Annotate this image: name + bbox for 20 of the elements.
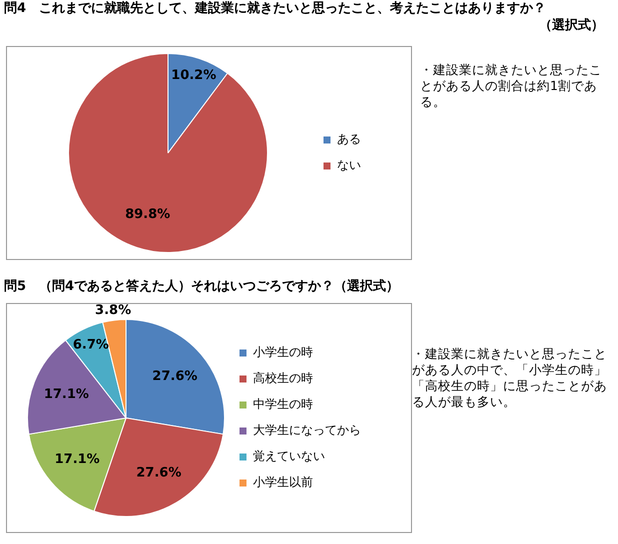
- legend-label: 小学生の時: [253, 345, 313, 360]
- text: ・建設業に就きたいと思ったことがある人の中で、「小学生の時」「高校生の時」に思ったことがある人が最も多い。: [412, 346, 608, 410]
- data-label: 27.6%: [136, 465, 182, 480]
- legend-label: 大学生になってから: [253, 423, 361, 438]
- text: ・建設業に就きたいと思ったことがある人の割合は約1割である。: [420, 62, 603, 110]
- legend-label: ある: [337, 132, 361, 146]
- data-label: 6.7%: [72, 338, 109, 353]
- chart-title: 問5 （問4であると答えた人）それはいつごろですか？（選択式）: [4, 278, 400, 295]
- chart-title: 問4 これまでに就職先として、建設業に就きたいと思ったこと、考えたことはありますか？（選択式）: [4, 0, 604, 34]
- data-label: 10.2%: [171, 68, 216, 83]
- legend-label: ない: [337, 158, 361, 172]
- legend-label: 小学生以前: [253, 475, 313, 490]
- data-label: 17.1%: [44, 387, 89, 402]
- legend-label: 覚えていない: [253, 449, 325, 464]
- data-label: 27.6%: [152, 368, 198, 384]
- data-label: 17.1%: [54, 452, 100, 467]
- data-label: 3.8%: [95, 302, 132, 318]
- data-label: 89.8%: [125, 206, 170, 222]
- legend-label: 高校生の時: [253, 371, 313, 386]
- legend-label: 中学生の時: [253, 397, 313, 412]
